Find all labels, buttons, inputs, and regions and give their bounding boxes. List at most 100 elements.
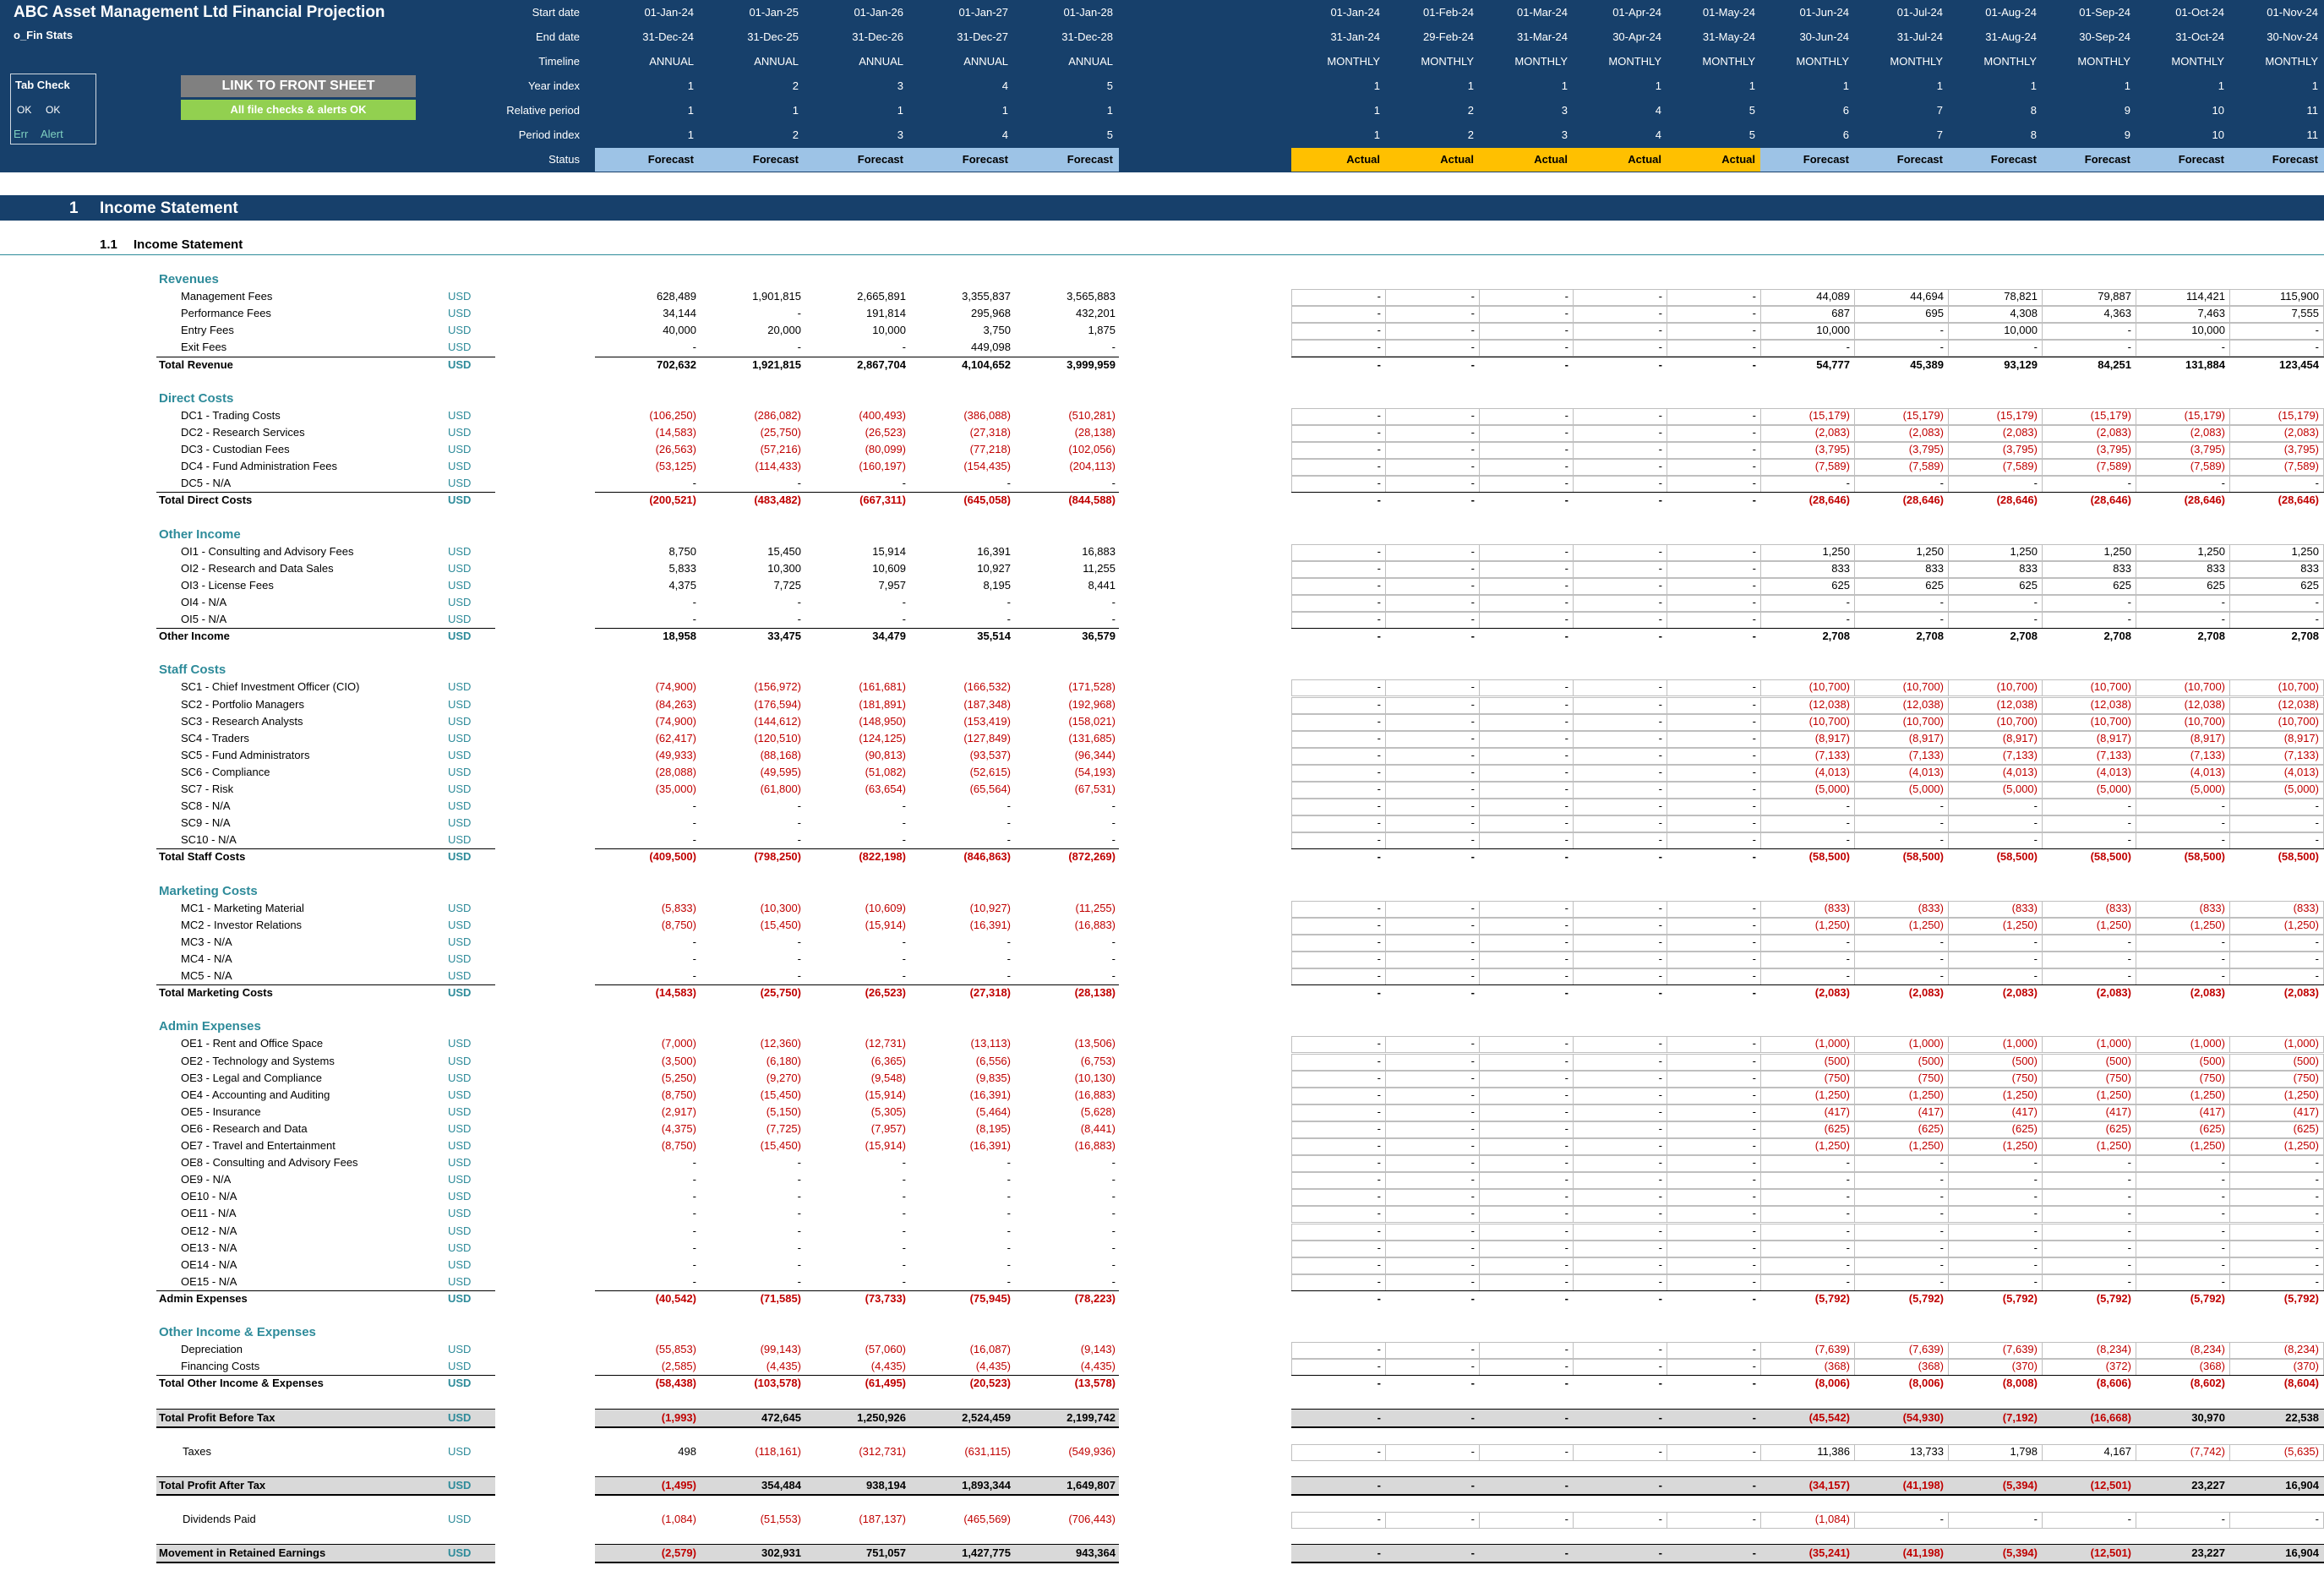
monthly-value-cell: 1,250 bbox=[2103, 545, 2131, 558]
link-to-front-sheet-button[interactable]: LINK TO FRONT SHEET bbox=[181, 75, 416, 97]
timeline-row-label: Year index bbox=[528, 79, 580, 92]
monthly-value-cell: - bbox=[1377, 986, 1381, 999]
annual-value-cell: (27,318) bbox=[969, 986, 1011, 999]
annual-value-cell: - bbox=[1111, 1224, 1116, 1237]
monthly-header-cell: 2 bbox=[1467, 104, 1474, 117]
annual-value-cell: 35,514 bbox=[977, 630, 1011, 642]
monthly-value-cell: (417) bbox=[2199, 1105, 2225, 1118]
annual-value-cell: (103,578) bbox=[754, 1377, 801, 1389]
monthly-value-cell: - bbox=[1564, 1445, 1568, 1458]
annual-value-cell: (286,082) bbox=[754, 409, 801, 422]
annual-value-cell: (61,495) bbox=[865, 1377, 906, 1389]
annual-header-cell: 31-Dec-27 bbox=[957, 30, 1008, 43]
annual-value-cell: (80,099) bbox=[865, 443, 906, 455]
currency-label: USD bbox=[448, 307, 472, 319]
line-item-label: DC3 - Custodian Fees bbox=[181, 443, 290, 455]
monthly-value-cell: - bbox=[1564, 902, 1568, 914]
monthly-value-cell: - bbox=[1564, 494, 1568, 506]
annual-value-cell: - bbox=[1007, 1156, 1011, 1169]
annual-value-cell: (6,753) bbox=[1080, 1055, 1116, 1067]
monthly-value-cell: - bbox=[1658, 630, 1662, 642]
monthly-value-cell: - bbox=[1846, 1258, 1850, 1271]
monthly-value-cell: 45,389 bbox=[1910, 358, 1944, 371]
monthly-value-cell: - bbox=[1658, 477, 1662, 489]
annual-value-cell: (156,972) bbox=[754, 680, 801, 693]
monthly-value-cell: - bbox=[1470, 477, 1475, 489]
monthly-value-cell: - bbox=[2221, 1173, 2225, 1186]
annual-value-cell: - bbox=[902, 1207, 906, 1219]
annual-value-cell: (49,595) bbox=[760, 766, 801, 778]
monthly-value-cell: - bbox=[2315, 1190, 2319, 1203]
monthly-value-cell: 687 bbox=[1831, 307, 1850, 319]
monthly-value-cell: (10,700) bbox=[1808, 715, 1850, 728]
annual-value-cell: (106,250) bbox=[649, 409, 696, 422]
monthly-header-cell: 30-Jun-24 bbox=[1799, 30, 1849, 43]
section-band bbox=[0, 195, 2324, 221]
monthly-value-cell: (5,000) bbox=[2190, 783, 2225, 795]
monthly-value-cell: - bbox=[1658, 562, 1662, 575]
monthly-value-cell: (750) bbox=[1918, 1072, 1944, 1084]
monthly-header-cell: 31-Oct-24 bbox=[2175, 30, 2224, 43]
monthly-header-cell: 4 bbox=[1655, 128, 1661, 141]
monthly-value-cell: (28,646) bbox=[1996, 494, 2038, 506]
monthly-value-cell: - bbox=[1564, 1072, 1568, 1084]
monthly-value-cell: - bbox=[1564, 1411, 1568, 1424]
monthly-value-cell: - bbox=[1470, 545, 1475, 558]
annual-value-cell: - bbox=[902, 1224, 906, 1237]
monthly-value-cell: (28,646) bbox=[1902, 494, 1944, 506]
monthly-value-cell: 2,708 bbox=[2197, 630, 2225, 642]
currency-label: USD bbox=[448, 1224, 472, 1237]
annual-value-cell: (10,130) bbox=[1074, 1072, 1116, 1084]
monthly-value-cell: - bbox=[1658, 969, 1662, 982]
monthly-value-cell: (1,250) bbox=[1908, 1139, 1944, 1152]
total-rule bbox=[595, 628, 1119, 629]
monthly-value-cell: 833 bbox=[1831, 562, 1850, 575]
total-label: Total Other Income & Expenses bbox=[159, 1377, 324, 1389]
monthly-value-cell: - bbox=[1752, 1139, 1756, 1152]
annual-value-cell: (5,833) bbox=[661, 902, 696, 914]
monthly-header-cell: 9 bbox=[2124, 128, 2130, 141]
monthly-value-cell: - bbox=[1377, 1122, 1381, 1135]
line-item-label: SC8 - N/A bbox=[181, 799, 231, 812]
sheet-subtitle: o_Fin Stats bbox=[14, 29, 74, 41]
monthly-header-cell: MONTHLY bbox=[1796, 55, 1849, 68]
monthly-value-cell: - bbox=[1658, 1343, 1662, 1355]
monthly-value-cell: - bbox=[2127, 477, 2131, 489]
annual-value-cell: (26,563) bbox=[655, 443, 696, 455]
monthly-value-cell: (1,250) bbox=[2002, 919, 2038, 931]
monthly-value-cell: - bbox=[2221, 952, 2225, 965]
status-forecast: Forecast bbox=[1803, 153, 1849, 166]
annual-value-cell: (16,391) bbox=[969, 1088, 1011, 1101]
monthly-value-cell: - bbox=[1658, 783, 1662, 795]
monthly-value-cell: - bbox=[1470, 443, 1475, 455]
annual-value-cell: (13,578) bbox=[1074, 1377, 1116, 1389]
annual-value-cell: (118,161) bbox=[755, 1445, 801, 1458]
line-item-label: MC2 - Investor Relations bbox=[181, 919, 303, 931]
annual-value-cell: (16,087) bbox=[969, 1343, 1011, 1355]
total-label: Other Income bbox=[159, 630, 230, 642]
subsection-number: 1.1 bbox=[100, 237, 117, 252]
annual-value-cell: 2,199,742 bbox=[1067, 1411, 1116, 1424]
monthly-value-cell: - bbox=[1470, 1292, 1475, 1305]
annual-value-cell: (16,883) bbox=[1074, 1139, 1116, 1152]
status-actual: Actual bbox=[1721, 153, 1755, 166]
monthly-value-cell: - bbox=[2033, 833, 2038, 846]
line-item-label: OE10 - N/A bbox=[181, 1190, 237, 1203]
monthly-value-cell: - bbox=[1658, 1292, 1662, 1305]
subsection-title: Income Statement bbox=[134, 237, 243, 252]
annual-value-cell: (181,891) bbox=[859, 698, 906, 711]
monthly-value-cell: - bbox=[1470, 1088, 1475, 1101]
group-heading: Staff Costs bbox=[159, 663, 226, 677]
monthly-value-cell: - bbox=[1564, 969, 1568, 982]
monthly-value-cell: - bbox=[1377, 307, 1381, 319]
monthly-value-cell: (15,179) bbox=[2090, 409, 2131, 422]
currency-label: USD bbox=[448, 715, 472, 728]
monthly-value-cell: - bbox=[2127, 1173, 2131, 1186]
monthly-value-cell: 833 bbox=[1925, 562, 1944, 575]
annual-value-cell: (631,115) bbox=[964, 1445, 1011, 1458]
monthly-value-cell: (417) bbox=[1824, 1105, 1850, 1118]
annual-value-cell: (63,654) bbox=[865, 783, 906, 795]
monthly-value-cell: - bbox=[2315, 1258, 2319, 1271]
monthly-value-cell: - bbox=[1939, 477, 1944, 489]
line-item-label: Exit Fees bbox=[181, 341, 227, 353]
